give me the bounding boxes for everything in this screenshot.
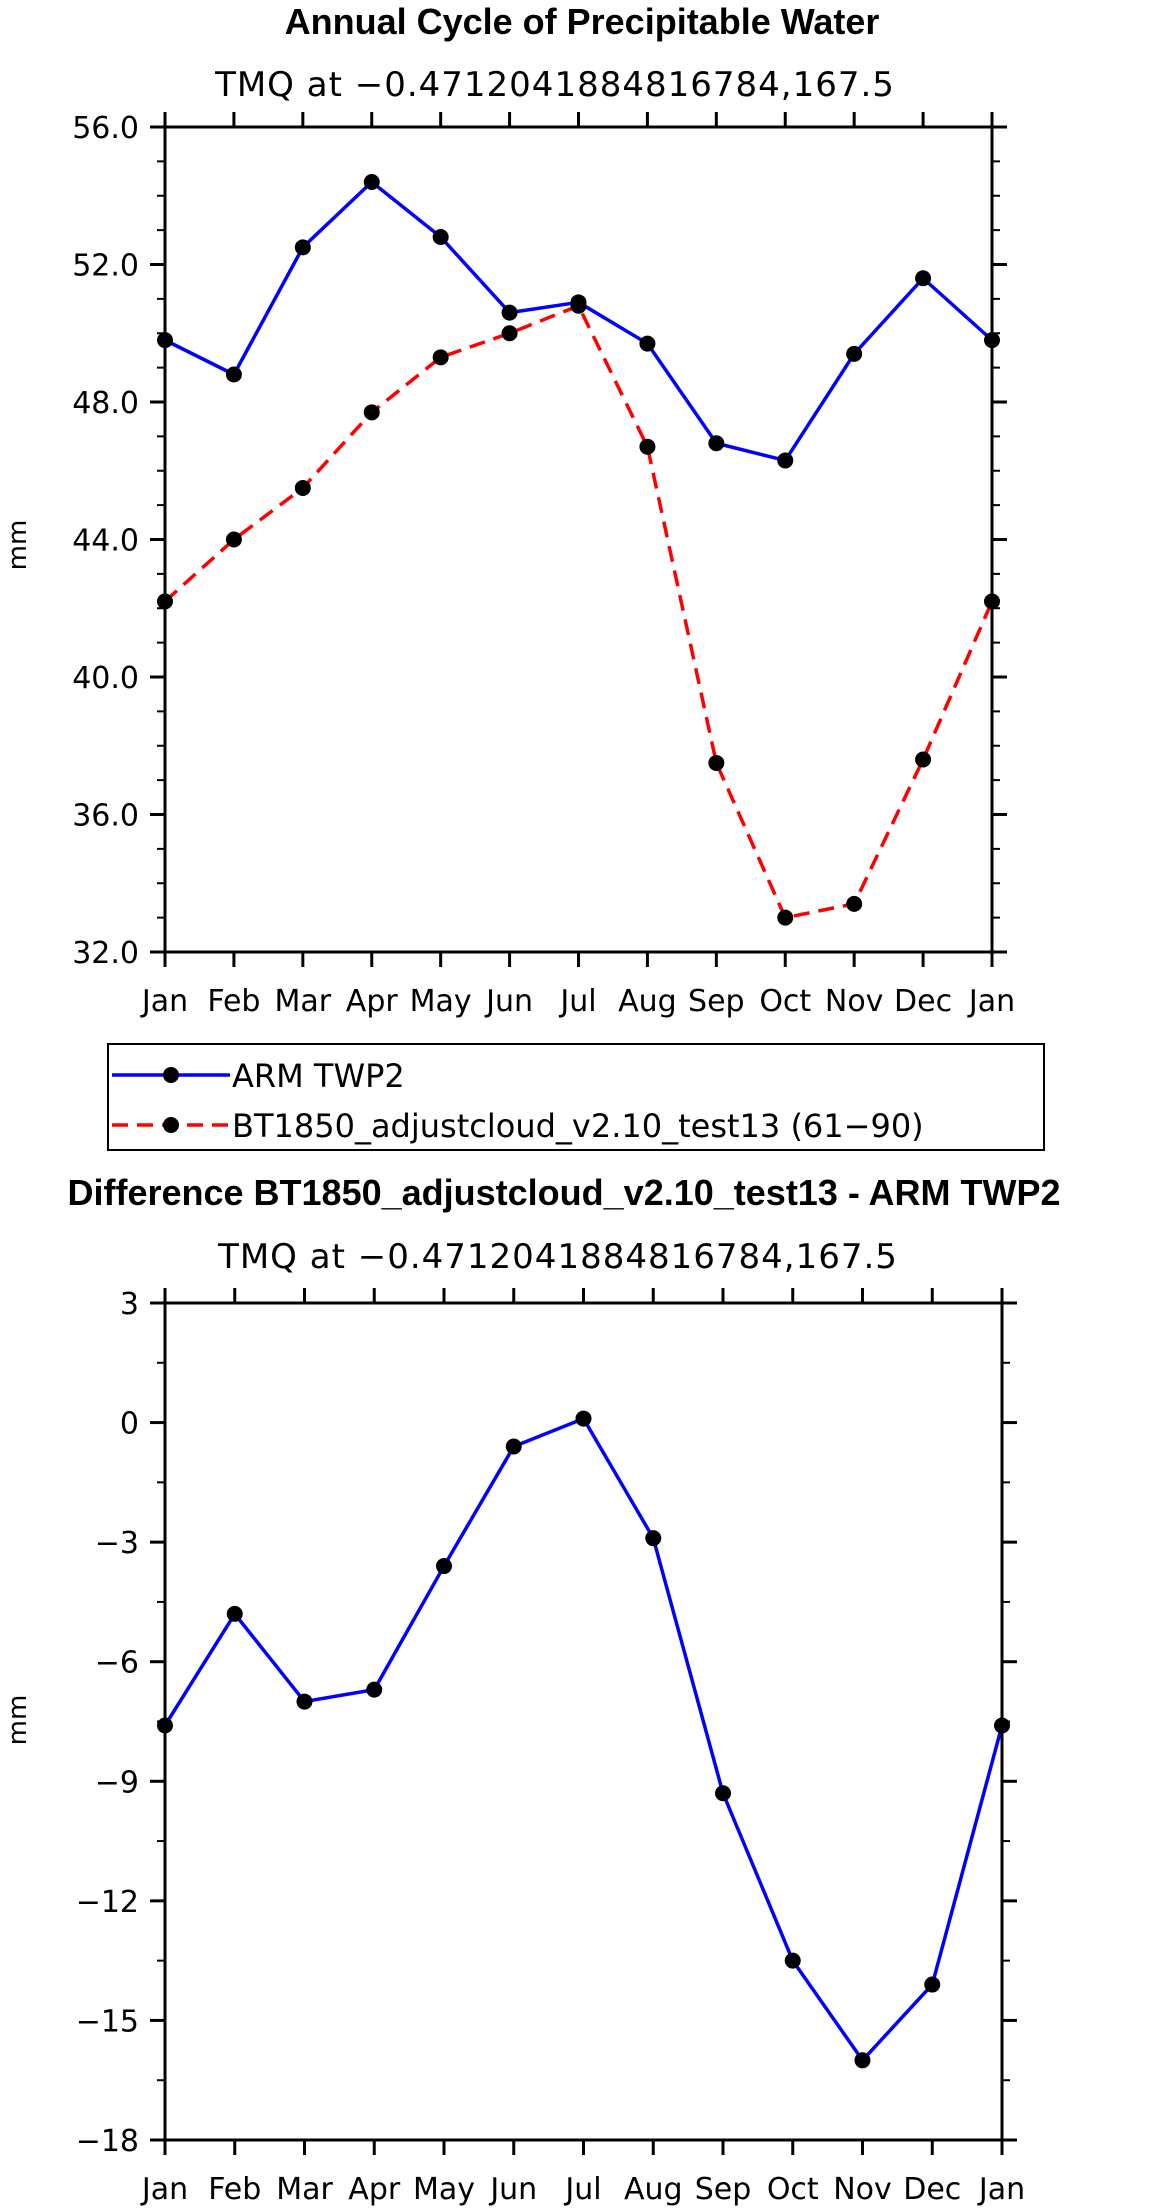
legend-item-model: BT1850_adjustcloud_v2.10_test13 (61−90) [112,1107,924,1145]
y-tick-label: 36.0 [72,799,139,834]
x-tick-label: Aug [624,2172,683,2207]
data-point [777,909,794,926]
data-point [225,531,242,548]
legend-box [107,1043,1045,1151]
data-point [226,1605,243,1622]
data-point [915,270,932,287]
chart-subtitle: TMQ at −0.4712041884816784,167.5 [214,65,895,105]
y-tick-label: −15 [76,2004,139,2039]
data-point [501,304,518,321]
precipitable-water-chart: Annual Cycle of Precipitable Water TMQ a… [3,1,1015,1019]
legend-swatch-marker [163,1117,179,1133]
y-axis-label: mm [3,1695,33,1746]
x-tick-label: Oct [759,984,811,1019]
x-tick-label: Jul [558,984,596,1019]
y-tick-label: 0 [120,1407,139,1442]
chart-title: Annual Cycle of Precipitable Water [285,1,880,42]
x-tick-label: Feb [207,984,260,1019]
x-tick-label: Apr [346,984,399,1019]
plot-frame [163,125,994,954]
x-tick-label: Sep [688,984,745,1019]
y-tick-label: 32.0 [72,936,139,971]
data-point [846,345,863,362]
x-tick-label: May [413,2172,475,2207]
legend: ARM TWP2 BT1850_adjustcloud_v2.10_test13… [107,1043,1045,1151]
y-axis-label: mm [3,520,33,571]
data-point [505,1438,522,1455]
legend-label: BT1850_adjustcloud_v2.10_test13 (61−90) [232,1107,924,1145]
data-point [924,1976,941,1993]
y-tick-label: −3 [95,1526,139,1561]
y-tick-label: 52.0 [72,249,139,284]
x-tick-label: Dec [903,2172,961,2207]
y-tick-label: 44.0 [72,524,139,559]
x-tick-label: Mar [276,2172,333,2207]
data-point [715,1785,731,1802]
data-point [575,1410,592,1427]
x-tick-label: Mar [275,984,332,1019]
x-tick-label: Jun [488,2172,537,2207]
x-tick-label: Jan [977,2172,1025,2207]
x-tick-label: Jun [484,984,533,1019]
legend-swatch-marker [163,1067,179,1083]
data-point [363,404,380,421]
data-point [366,1681,383,1698]
data-point [645,1530,662,1547]
x-tick-label: Jan [140,984,188,1019]
chart-title: Difference BT1850_adjustcloud_v2.10_test… [67,1172,1060,1213]
data-point [708,754,725,771]
y-tick-label: 48.0 [72,386,139,421]
data-point [296,1693,313,1710]
y-tick-label: −6 [95,1646,139,1681]
x-tick-label: Feb [208,2172,261,2207]
difference-chart: Difference BT1850_adjustcloud_v2.10_test… [3,1172,1061,2207]
data-point [777,452,794,469]
x-tick-label: Jul [563,2172,601,2207]
x-tick-label: Sep [695,2172,752,2207]
x-tick-label: Jan [140,2172,188,2207]
y-tick-label: −12 [76,1885,139,1920]
series-line [164,180,994,463]
y-tick-label: −18 [76,2124,139,2159]
data-point [708,435,725,452]
data-point [432,349,449,366]
data-point [294,479,311,496]
data-point [570,297,587,314]
x-tick-label: Aug [618,984,677,1019]
y-tick-label: 3 [120,1287,139,1322]
data-point [432,229,449,245]
x-tick-label: Oct [767,2172,819,2207]
data-point [436,1558,452,1575]
data-point [784,1952,801,1969]
data-point [846,895,863,912]
data-point [639,335,656,352]
data-point [915,751,932,768]
data-point [501,325,518,342]
data-point [363,174,380,190]
x-tick-label: Apr [348,2172,401,2207]
y-tick-label: 40.0 [72,661,139,696]
plot-frame [163,1301,1004,2142]
series-line [163,304,994,920]
legend-label: ARM TWP2 [232,1057,405,1095]
legend-item-arm: ARM TWP2 [112,1057,405,1095]
series-line [163,1416,1004,2063]
data-point [639,438,656,455]
x-tick-label: May [410,984,472,1019]
chart-subtitle: TMQ at −0.4712041884816784,167.5 [217,1237,898,1277]
x-tick-label: Nov [825,984,884,1019]
x-tick-label: Jan [967,984,1015,1019]
x-tick-label: Nov [833,2172,892,2207]
y-tick-label: −9 [95,1765,139,1800]
data-point [854,2052,871,2069]
data-point [294,239,311,256]
y-tick-label: 56.0 [72,111,139,146]
data-point [225,366,242,383]
x-tick-label: Dec [894,984,952,1019]
